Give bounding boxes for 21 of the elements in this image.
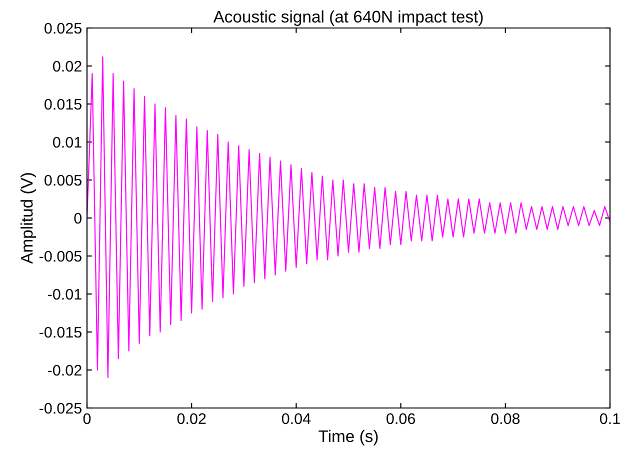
x-axis-title: Time (s) — [318, 430, 378, 446]
y-tick-label: 0.025 — [44, 22, 82, 34]
x-tick-label: 0 — [83, 413, 91, 424]
y-tick-label: 0.005 — [44, 174, 82, 186]
y-tick-label: 0.01 — [53, 136, 82, 148]
x-tick-label: 0.08 — [491, 413, 520, 424]
y-axis-title: Amplitud (V) — [20, 173, 36, 264]
line-series — [87, 56, 610, 378]
y-tick-label: -0.01 — [48, 288, 82, 300]
x-tick-label: 0.1 — [600, 413, 620, 424]
y-tick-label: 0.015 — [44, 98, 82, 110]
chart-title: Acoustic signal (at 640N impact test) — [213, 10, 483, 26]
y-tick-label: -0.005 — [40, 250, 82, 262]
y-tick-label: 0 — [74, 212, 82, 224]
x-tick-label: 0.04 — [282, 413, 311, 424]
y-tick-label: -0.015 — [40, 326, 82, 338]
x-tick-label: 0.02 — [177, 413, 206, 424]
y-tick-label: -0.025 — [40, 402, 82, 414]
y-tick-label: -0.02 — [48, 364, 82, 376]
y-tick-label: 0.02 — [53, 60, 82, 72]
x-tick-label: 0.06 — [386, 413, 415, 424]
